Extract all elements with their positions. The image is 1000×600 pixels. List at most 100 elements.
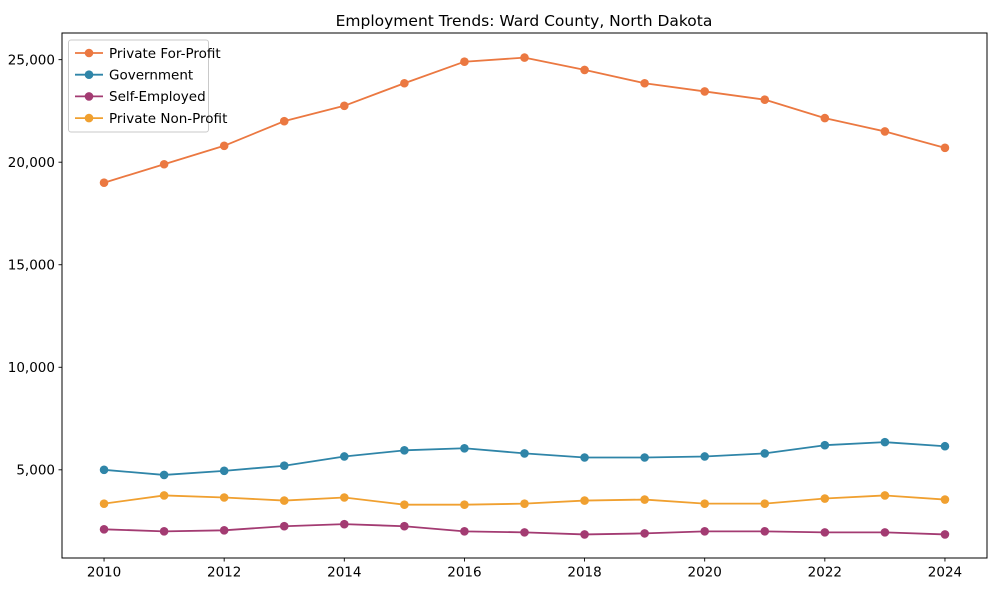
legend-marker-icon — [84, 70, 94, 79]
data-point — [940, 441, 950, 451]
y-axis: 5,000 10,000 15,000 20,000 25,000 — [8, 52, 62, 479]
data-point — [820, 440, 830, 450]
data-point — [520, 499, 529, 508]
data-point — [880, 528, 890, 537]
data-point — [219, 466, 229, 476]
data-point — [159, 527, 169, 536]
data-point — [820, 494, 830, 503]
data-point — [279, 461, 289, 471]
data-point — [640, 495, 649, 504]
data-point — [219, 141, 229, 151]
legend-marker-icon — [84, 113, 94, 123]
x-tick-label: 2022 — [808, 565, 842, 581]
data-point — [159, 491, 169, 500]
data-point — [340, 493, 349, 502]
data-point — [520, 449, 529, 458]
data-point — [640, 529, 649, 538]
data-point — [880, 491, 890, 500]
data-point — [219, 526, 229, 535]
data-point — [760, 527, 770, 536]
legend-marker-icon — [84, 92, 94, 101]
data-point — [700, 499, 709, 508]
data-point — [520, 53, 529, 62]
plot-area — [61, 32, 988, 559]
data-point — [460, 443, 469, 453]
data-point — [820, 528, 830, 537]
data-point — [400, 446, 409, 455]
legend-item-private-for-profit: Private For-Profit — [75, 46, 221, 62]
data-point — [400, 78, 409, 88]
x-tick-label: 2012 — [207, 565, 241, 581]
y-tick-label: 5,000 — [16, 463, 55, 479]
legend-box — [68, 39, 209, 133]
data-point — [159, 470, 169, 480]
data-point — [940, 530, 950, 539]
data-point — [340, 101, 349, 111]
series-private-non-profit — [99, 491, 950, 509]
y-tick-label: 15,000 — [8, 258, 55, 274]
legend-label: Government — [109, 68, 193, 84]
legend-item-private-non-profit: Private Non-Profit — [75, 111, 227, 127]
data-point — [400, 521, 409, 531]
legend-label: Private For-Profit — [109, 46, 221, 62]
data-point — [760, 449, 770, 458]
data-point — [640, 78, 649, 88]
legend-marker-icon — [84, 48, 94, 58]
series-lines — [99, 53, 950, 539]
data-point — [580, 65, 589, 75]
data-point — [460, 57, 469, 67]
x-tick-label: 2010 — [87, 565, 121, 581]
series-self-employed — [99, 519, 950, 539]
x-tick-label: 2018 — [567, 565, 601, 581]
data-point — [580, 496, 589, 505]
series-line — [103, 441, 946, 476]
legend: Private For-Profit Government Self-Employe… — [68, 39, 227, 133]
data-point — [760, 499, 770, 508]
data-point — [580, 530, 589, 539]
data-point — [700, 527, 709, 536]
data-point — [880, 437, 890, 447]
data-point — [99, 465, 109, 475]
data-point — [99, 499, 109, 508]
data-point — [700, 87, 709, 96]
data-point — [400, 500, 409, 509]
data-point — [279, 116, 289, 126]
data-point — [520, 528, 529, 537]
y-tick-label: 25,000 — [8, 52, 55, 68]
legend-label: Private Non-Profit — [109, 111, 227, 127]
series-line — [103, 56, 946, 184]
data-point — [460, 527, 469, 536]
data-point — [460, 500, 469, 509]
data-point — [99, 178, 109, 188]
plot-border — [61, 32, 988, 559]
data-point — [940, 143, 950, 153]
y-tick-label: 20,000 — [8, 155, 55, 171]
data-point — [159, 159, 169, 169]
y-tick-label: 10,000 — [8, 360, 55, 376]
x-tick-label: 2020 — [688, 565, 722, 581]
data-point — [760, 95, 770, 104]
data-point — [219, 493, 229, 502]
data-point — [279, 521, 289, 531]
series-government — [99, 437, 950, 480]
x-tick-label: 2014 — [327, 565, 361, 581]
data-point — [640, 453, 649, 462]
data-point — [580, 453, 589, 462]
series-private-for-profit — [99, 53, 950, 188]
legend-item-government: Government — [75, 68, 193, 84]
x-tick-label: 2024 — [928, 565, 962, 581]
data-point — [340, 519, 349, 529]
data-point — [700, 452, 709, 461]
data-point — [820, 113, 830, 123]
data-point — [880, 127, 890, 136]
x-tick-label: 2016 — [447, 565, 481, 581]
data-point — [279, 496, 289, 505]
data-point — [340, 452, 349, 461]
legend-item-self-employed: Self-Employed — [75, 89, 206, 105]
chart-title: Employment Trends: Ward County, North Da… — [336, 12, 713, 30]
x-axis: 2010 2012 2014 2016 2018 2020 2022 2024 — [87, 558, 962, 581]
data-point — [99, 524, 109, 534]
legend-label: Self-Employed — [109, 89, 206, 105]
